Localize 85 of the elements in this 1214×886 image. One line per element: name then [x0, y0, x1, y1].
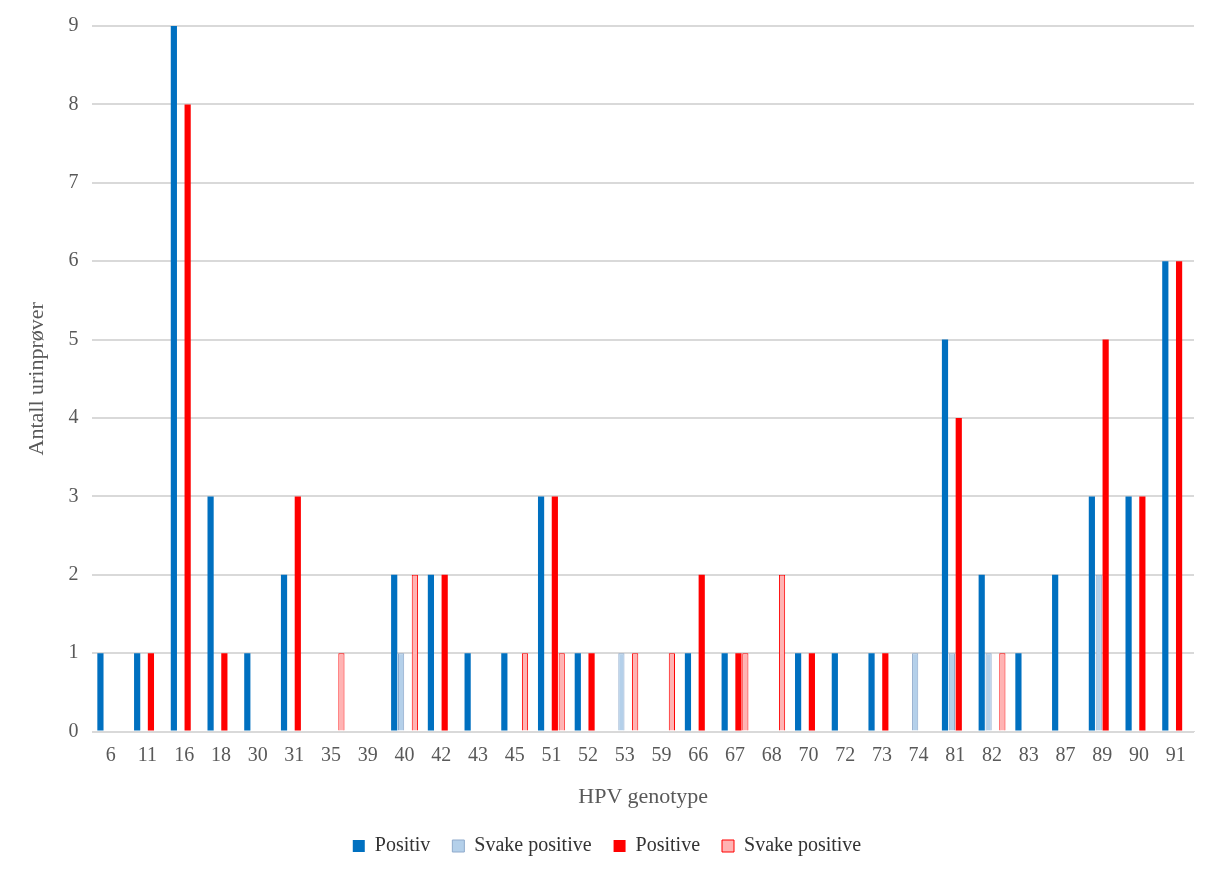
y-tick-label: 0 — [68, 718, 79, 741]
x-tick-label: 59 — [651, 742, 672, 765]
y-tick-label: 7 — [68, 170, 79, 193]
x-tick-label: 72 — [835, 742, 856, 765]
x-tick-label: 31 — [284, 742, 305, 765]
legend-label: Positive — [635, 833, 701, 856]
x-tick-label: 74 — [908, 742, 929, 765]
bar — [221, 653, 228, 731]
x-tick-label: 43 — [467, 742, 488, 765]
x-tick-label: 82 — [982, 742, 1003, 765]
bar — [795, 653, 802, 731]
bar — [941, 339, 949, 731]
bar — [588, 653, 595, 731]
bar — [280, 574, 288, 731]
y-tick-label: 8 — [68, 91, 79, 114]
bar — [978, 574, 985, 731]
bar — [441, 574, 448, 731]
bar — [464, 653, 471, 731]
bar — [391, 574, 398, 731]
y-tick-label: 9 — [68, 13, 79, 36]
bar — [1052, 574, 1059, 731]
bar — [134, 653, 141, 731]
bar — [721, 653, 728, 731]
bar — [574, 653, 581, 731]
bar — [955, 418, 962, 731]
bar — [207, 496, 214, 731]
x-tick-label: 53 — [614, 742, 635, 765]
y-tick-label: 1 — [68, 640, 79, 663]
x-tick-label: 16 — [174, 742, 195, 765]
bar — [170, 26, 177, 731]
x-tick-label: 90 — [1128, 742, 1149, 765]
x-tick-label: 39 — [357, 742, 378, 765]
x-tick-label: 52 — [578, 742, 599, 765]
bar — [1088, 496, 1095, 731]
x-tick-label: 45 — [504, 742, 525, 765]
x-tick-label: 6 — [105, 742, 116, 765]
x-tick-label: 70 — [798, 742, 819, 765]
bar — [831, 653, 838, 731]
legend-label: Svake positive — [474, 833, 592, 857]
bar — [1015, 653, 1022, 731]
x-tick-label: 83 — [1018, 742, 1039, 765]
x-axis-title: HPV genotype — [578, 782, 709, 808]
bar — [1162, 261, 1169, 731]
x-tick-label: 18 — [210, 742, 231, 765]
bar — [244, 653, 251, 731]
x-tick-label: 81 — [945, 742, 966, 765]
x-tick-label: 67 — [725, 742, 745, 765]
bar — [1102, 339, 1109, 731]
bar — [537, 496, 545, 731]
x-tick-label: 42 — [431, 742, 452, 765]
x-tick-label: 73 — [871, 742, 892, 765]
x-tick-label: 91 — [1165, 742, 1186, 765]
x-tick-label: 66 — [688, 742, 709, 765]
bar — [808, 653, 815, 731]
x-tick-label: 40 — [394, 742, 415, 765]
y-tick-label: 5 — [68, 326, 79, 349]
bar — [684, 653, 692, 731]
x-tick-label: 35 — [321, 742, 342, 765]
x-tick-label: 68 — [761, 742, 782, 765]
y-tick-label: 6 — [68, 248, 79, 271]
bar — [184, 104, 191, 731]
x-tick-label: 87 — [1055, 742, 1076, 765]
x-tick-label: 30 — [247, 742, 268, 765]
y-tick-label: 3 — [68, 483, 79, 506]
x-tick-label: 89 — [1092, 742, 1113, 765]
legend-label: Svake positive — [744, 833, 862, 857]
bar — [882, 653, 889, 731]
bar — [294, 496, 301, 731]
y-tick-label: 4 — [68, 405, 79, 428]
bar — [501, 653, 508, 731]
bar — [1125, 496, 1132, 731]
y-axis-title: Antall urinprøver — [22, 301, 48, 456]
bar — [735, 653, 742, 731]
y-tick-label: 2 — [68, 562, 79, 585]
x-tick-label: 11 — [137, 742, 158, 765]
bar — [868, 653, 875, 731]
x-tick-label: 51 — [541, 742, 562, 765]
bar — [698, 574, 705, 731]
bar — [1175, 261, 1183, 731]
bar — [147, 653, 155, 731]
bar — [427, 574, 435, 731]
legend-label: Positiv — [374, 833, 431, 856]
bar — [1139, 496, 1146, 731]
bar — [97, 653, 104, 731]
bar — [551, 496, 558, 731]
